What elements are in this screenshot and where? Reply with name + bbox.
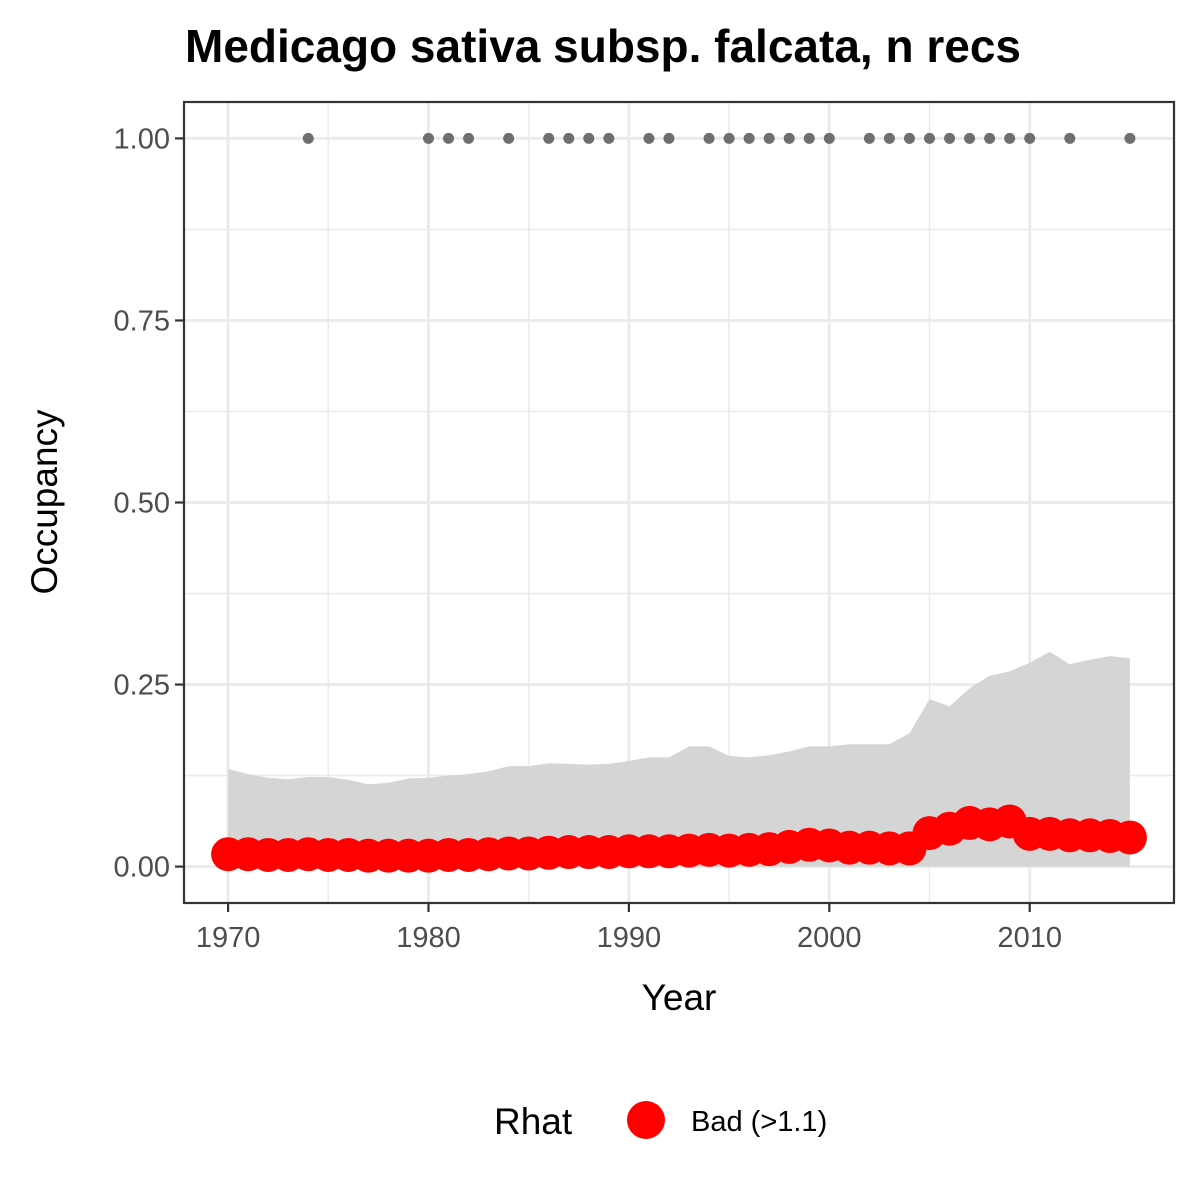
record-point	[863, 132, 875, 144]
y-axis: 0.00 0.25 0.50 0.75 1.00	[114, 123, 184, 884]
legend-key-bad-rhat	[627, 1101, 665, 1139]
record-point	[1064, 132, 1076, 144]
record-point	[903, 132, 915, 144]
y-tick-label: 0.75	[114, 305, 170, 337]
record-point	[302, 132, 314, 144]
record-point	[803, 132, 815, 144]
legend: Rhat Bad (>1.1)	[494, 1101, 827, 1142]
record-point	[603, 132, 615, 144]
record-point	[1124, 132, 1136, 144]
record-point	[703, 132, 715, 144]
record-point	[723, 132, 735, 144]
record-point	[663, 132, 675, 144]
x-tick-label: 1990	[597, 922, 662, 954]
legend-label-bad-rhat: Bad (>1.1)	[691, 1106, 827, 1138]
record-point	[1004, 132, 1016, 144]
occupancy-points	[211, 804, 1147, 873]
credible-interval-ribbon	[228, 651, 1130, 867]
y-axis-title: Occupancy	[24, 409, 65, 595]
record-point	[984, 132, 996, 144]
x-axis: 1970 1980 1990 2000 2010	[196, 903, 1062, 954]
record-point	[823, 132, 835, 144]
record-point	[924, 132, 936, 144]
legend-title: Rhat	[494, 1101, 573, 1142]
x-tick-label: 1980	[396, 922, 461, 954]
record-point	[783, 132, 795, 144]
record-point	[743, 132, 755, 144]
record-points	[302, 132, 1136, 144]
x-axis-title: Year	[642, 977, 717, 1018]
record-point	[443, 132, 455, 144]
record-point	[463, 132, 475, 144]
record-point	[964, 132, 976, 144]
record-point	[763, 132, 775, 144]
record-point	[422, 132, 434, 144]
x-tick-label: 1970	[196, 922, 261, 954]
record-point	[1024, 132, 1036, 144]
record-point	[563, 132, 575, 144]
record-point	[944, 132, 956, 144]
record-point	[543, 132, 555, 144]
y-tick-label: 0.50	[114, 488, 170, 520]
y-tick-label: 0.00	[114, 852, 170, 884]
record-point	[503, 132, 515, 144]
y-tick-label: 0.25	[114, 670, 170, 702]
x-tick-label: 2010	[997, 922, 1062, 954]
occupancy-point	[1112, 820, 1147, 855]
record-point	[643, 132, 655, 144]
record-point	[883, 132, 895, 144]
record-point	[583, 132, 595, 144]
y-tick-label: 1.00	[114, 123, 170, 155]
chart-title: Medicago sativa subsp. falcata, n recs	[185, 20, 1021, 72]
x-tick-label: 2000	[797, 922, 862, 954]
